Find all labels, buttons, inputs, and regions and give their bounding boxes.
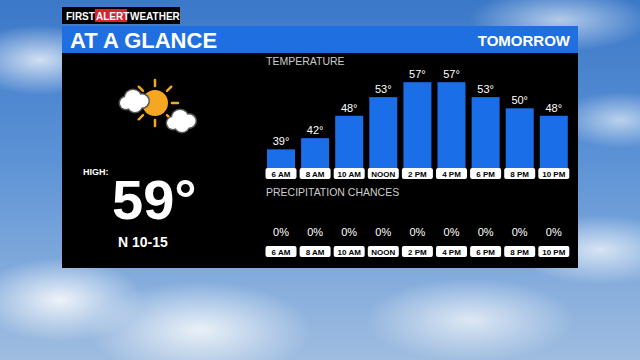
cloud <box>166 109 198 134</box>
category-label: 10 PM <box>542 248 565 257</box>
cloud-puff <box>175 118 189 132</box>
bar <box>403 82 431 168</box>
category-label: 10 AM <box>338 248 362 257</box>
data-label: 50° <box>511 94 528 106</box>
data-label: 48° <box>341 102 358 114</box>
category-label: 10 PM <box>542 170 565 179</box>
data-label: 57° <box>409 68 426 80</box>
brand-text: FIRST <box>66 11 95 22</box>
weather-icon <box>119 80 198 134</box>
category-label: 8 AM <box>306 170 325 179</box>
category-box <box>368 246 399 257</box>
bars <box>267 82 568 168</box>
chart-title: PRECIPITATION CHANCES <box>266 186 399 198</box>
category-box <box>368 168 399 179</box>
category-label: 2 PM <box>408 248 427 257</box>
period: TOMORROW <box>478 32 571 49</box>
category-label: 6 PM <box>476 248 495 257</box>
sun-ray <box>139 115 143 119</box>
sun-ray <box>154 80 157 86</box>
data-label: 0% <box>341 226 357 238</box>
title: AT A GLANCE <box>70 28 217 53</box>
data-label: 39° <box>273 135 290 147</box>
bar <box>369 97 397 168</box>
bar <box>301 138 329 168</box>
data-label: 0% <box>546 226 562 238</box>
data-label: 0% <box>512 226 528 238</box>
category-label: NOON <box>371 170 395 179</box>
category-box <box>334 168 365 179</box>
category-label: 4 PM <box>442 248 461 257</box>
category-label: 6 AM <box>272 248 291 257</box>
category-box <box>300 246 331 257</box>
sun-ray <box>154 120 157 126</box>
category-label: 8 PM <box>510 170 529 179</box>
data-label: 0% <box>375 226 391 238</box>
category-box <box>300 168 331 179</box>
category-box <box>334 246 365 257</box>
data-label: 53° <box>477 83 494 95</box>
cloud <box>119 89 151 114</box>
category-box <box>538 246 569 257</box>
category-box <box>436 246 467 257</box>
category-label: 6 AM <box>272 170 291 179</box>
sun-ray <box>139 87 143 91</box>
labels: 39° 6 AM 42° 8 AM 48° 10 AM 53° NOON 57° 2 PM 57° 4… <box>266 68 570 179</box>
category-box <box>504 168 535 179</box>
sun-ray <box>172 102 178 105</box>
category-label: 8 PM <box>510 248 529 257</box>
labels: 0% 6 AM 0% 8 AM 0% 10 AM 0% NOON 0% 2 PM 0% 4 PM 0% 6… <box>266 226 570 257</box>
category-label: 2 PM <box>408 170 427 179</box>
category-box <box>266 168 297 179</box>
category-box <box>436 168 467 179</box>
chart-title: TEMPERATURE <box>266 55 345 67</box>
cloud-puff <box>128 98 142 112</box>
data-label: 57° <box>443 68 460 80</box>
bar <box>267 149 295 168</box>
category-box <box>470 246 501 257</box>
bar <box>335 116 363 168</box>
brand-bar <box>62 7 180 24</box>
data-label: 0% <box>409 226 425 238</box>
category-box <box>402 168 433 179</box>
stage: FIRSTALERTWEATHER AT A GLANCE TOMORROW HIGH… <box>0 0 640 360</box>
category-label: 4 PM <box>442 170 461 179</box>
data-label: 0% <box>478 226 494 238</box>
data-label: 48° <box>545 102 562 114</box>
data-label: 53° <box>375 83 392 95</box>
category-box <box>402 246 433 257</box>
category-box <box>470 168 501 179</box>
brand-text: ALERT <box>96 11 129 22</box>
category-label: 8 AM <box>306 248 325 257</box>
brand-text: WEATHER <box>130 11 181 22</box>
category-label: 6 PM <box>476 170 495 179</box>
category-box <box>266 246 297 257</box>
title-bar <box>62 26 578 53</box>
category-label: 10 AM <box>338 170 362 179</box>
sun-ray <box>167 87 171 91</box>
high-label: HIGH: <box>83 167 109 177</box>
category-box <box>504 246 535 257</box>
wind: N 10-15 <box>118 234 168 250</box>
data-label: 0% <box>273 226 289 238</box>
high-value: 59° <box>112 168 197 231</box>
bar <box>506 108 534 168</box>
bar <box>472 97 500 168</box>
category-label: NOON <box>371 248 395 257</box>
bar <box>438 82 466 168</box>
data-label: 42° <box>307 124 324 136</box>
category-box <box>538 168 569 179</box>
bar <box>540 116 568 168</box>
data-label: 0% <box>444 226 460 238</box>
panel <box>62 53 578 268</box>
data-label: 0% <box>307 226 323 238</box>
